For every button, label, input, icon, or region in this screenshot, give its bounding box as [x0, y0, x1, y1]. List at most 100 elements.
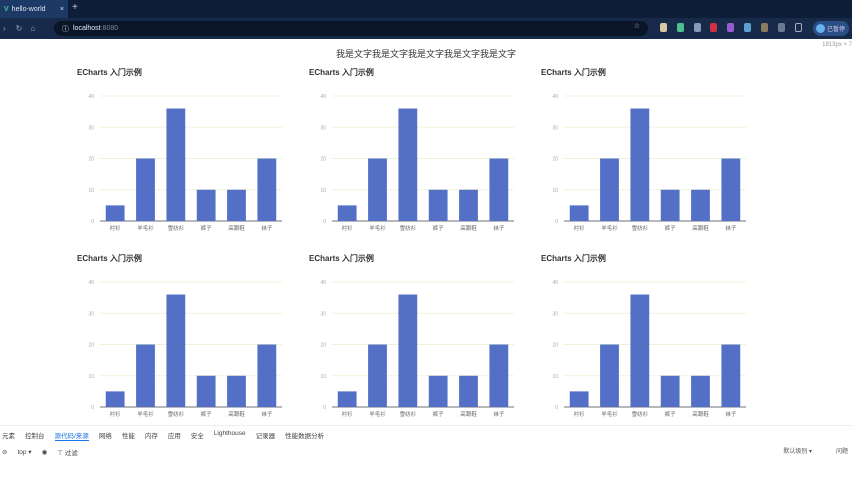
devtools-tab[interactable]: 安全: [190, 433, 204, 440]
bar[interactable]: [721, 344, 741, 408]
sidebar-icon[interactable]: [795, 23, 802, 32]
bar[interactable]: [428, 189, 448, 221]
vue-devtools-extension-icon[interactable]: [677, 23, 684, 32]
bar[interactable]: [257, 158, 277, 222]
bar[interactable]: [227, 189, 246, 221]
extension-icon[interactable]: [744, 23, 751, 32]
reload-icon[interactable]: ↻: [15, 24, 23, 33]
bar[interactable]: [600, 344, 619, 408]
bar[interactable]: [459, 375, 478, 407]
bar[interactable]: [136, 158, 155, 222]
bar[interactable]: [196, 375, 216, 407]
y-tick-label: 30: [552, 125, 558, 131]
devtools-tab[interactable]: 记录器: [255, 433, 276, 440]
bar[interactable]: [630, 108, 650, 222]
bar[interactable]: [105, 205, 125, 221]
bar[interactable]: [489, 344, 509, 408]
x-tick-label: 雪纺衫: [632, 410, 649, 418]
avatar: [816, 24, 825, 33]
issues-button[interactable]: 问题: [835, 449, 848, 455]
y-tick-label: 0: [91, 405, 94, 411]
bar-chart: ECharts 入门示例 0 10 20 30 40 衬衫 羊毛衫 雪纺衫 裤子 高跟鞋 袜子: [539, 253, 754, 433]
bar[interactable]: [398, 108, 418, 222]
y-tick-label: 20: [320, 343, 326, 349]
home-icon[interactable]: ⌂: [30, 24, 36, 33]
filter-input[interactable]: ⊤ 过滤: [57, 450, 78, 457]
extension-icon[interactable]: [761, 23, 768, 32]
extension-icon[interactable]: [727, 23, 734, 32]
bar[interactable]: [660, 375, 680, 407]
x-tick-label: 袜子: [261, 224, 273, 232]
address-bar[interactable]: ⓘ localhost:8080 ☆: [54, 21, 648, 36]
devtools-tab[interactable]: 网络: [98, 433, 112, 440]
y-tick-label: 10: [552, 188, 558, 194]
bar[interactable]: [489, 158, 509, 222]
chart-title: ECharts 入门示例: [309, 68, 374, 77]
bar[interactable]: [660, 189, 680, 221]
close-tab-icon[interactable]: ×: [59, 5, 64, 13]
context-select[interactable]: top ▾: [17, 449, 32, 456]
chart-canvas: 0 10 20 30 40 衬衫 羊毛衫 雪纺衫 裤子 高跟鞋 袜子: [552, 94, 746, 232]
x-tick-label: 高跟鞋: [460, 410, 477, 418]
bar[interactable]: [569, 391, 589, 407]
bar[interactable]: [721, 158, 741, 222]
bar[interactable]: [691, 189, 710, 221]
devtools-tab[interactable]: 元素: [2, 433, 15, 440]
profile-button[interactable]: 已暂停: [813, 21, 849, 36]
extension-icon[interactable]: [660, 23, 667, 32]
url-host: localhost: [73, 25, 101, 32]
bar[interactable]: [459, 189, 478, 221]
bar[interactable]: [136, 344, 155, 408]
devtools-tab[interactable]: 控制台: [25, 433, 45, 440]
bar[interactable]: [337, 205, 357, 221]
y-tick-label: 20: [552, 343, 558, 349]
site-info-icon[interactable]: ⓘ: [62, 25, 69, 33]
bar[interactable]: [368, 158, 387, 222]
bookmark-star-icon[interactable]: ☆: [633, 23, 640, 30]
bar[interactable]: [569, 205, 589, 221]
y-tick-label: 40: [320, 280, 326, 286]
x-tick-label: 衬衫: [342, 410, 354, 418]
devtools-tab[interactable]: 内存: [144, 433, 158, 440]
x-tick-label: 衬衫: [574, 410, 586, 418]
bar[interactable]: [691, 375, 710, 407]
bar[interactable]: [600, 158, 619, 222]
x-tick-label: 羊毛衫: [137, 224, 154, 232]
x-tick-label: 袜子: [261, 410, 273, 418]
bar[interactable]: [630, 294, 650, 408]
bar[interactable]: [196, 189, 216, 221]
bar[interactable]: [105, 391, 125, 407]
y-tick-label: 20: [88, 157, 94, 163]
x-tick-label: 雪纺衫: [632, 224, 649, 232]
y-tick-label: 0: [91, 219, 94, 225]
devtools-tab[interactable]: 性能数据分析: [285, 433, 325, 440]
bar[interactable]: [428, 375, 448, 407]
log-levels-select[interactable]: 默认级别 ▾: [783, 449, 812, 455]
bar[interactable]: [368, 344, 387, 408]
devtools-tab[interactable]: 性能: [121, 433, 135, 440]
chart-title: ECharts 入门示例: [541, 254, 606, 263]
clear-console-icon[interactable]: ⊘: [2, 449, 8, 456]
bar[interactable]: [227, 375, 246, 407]
devtools-tab[interactable]: Lighthouse: [213, 430, 246, 437]
y-tick-label: 20: [552, 157, 558, 163]
new-tab-button[interactable]: +: [72, 2, 78, 13]
devtools-tab[interactable]: 源代码/来源: [54, 430, 89, 441]
chart-canvas: 0 10 20 30 40 衬衫 羊毛衫 雪纺衫 裤子 高跟鞋 袜子: [552, 280, 746, 418]
extension-icon[interactable]: [694, 23, 701, 32]
extension-icon[interactable]: [710, 23, 717, 32]
chart-title: ECharts 入门示例: [77, 254, 142, 263]
x-tick-label: 雪纺衫: [168, 224, 185, 232]
bar[interactable]: [166, 108, 186, 222]
bar[interactable]: [257, 344, 277, 408]
eye-icon[interactable]: ◉: [41, 449, 48, 456]
bar[interactable]: [398, 294, 418, 408]
devtools-tab[interactable]: 应用: [167, 433, 181, 440]
x-tick-label: 衬衫: [110, 410, 122, 418]
x-tick-label: 羊毛衫: [369, 224, 386, 232]
forward-icon[interactable]: ›: [3, 24, 6, 33]
extensions-puzzle-icon[interactable]: [778, 23, 785, 32]
bar[interactable]: [337, 391, 357, 407]
bar[interactable]: [166, 294, 186, 408]
